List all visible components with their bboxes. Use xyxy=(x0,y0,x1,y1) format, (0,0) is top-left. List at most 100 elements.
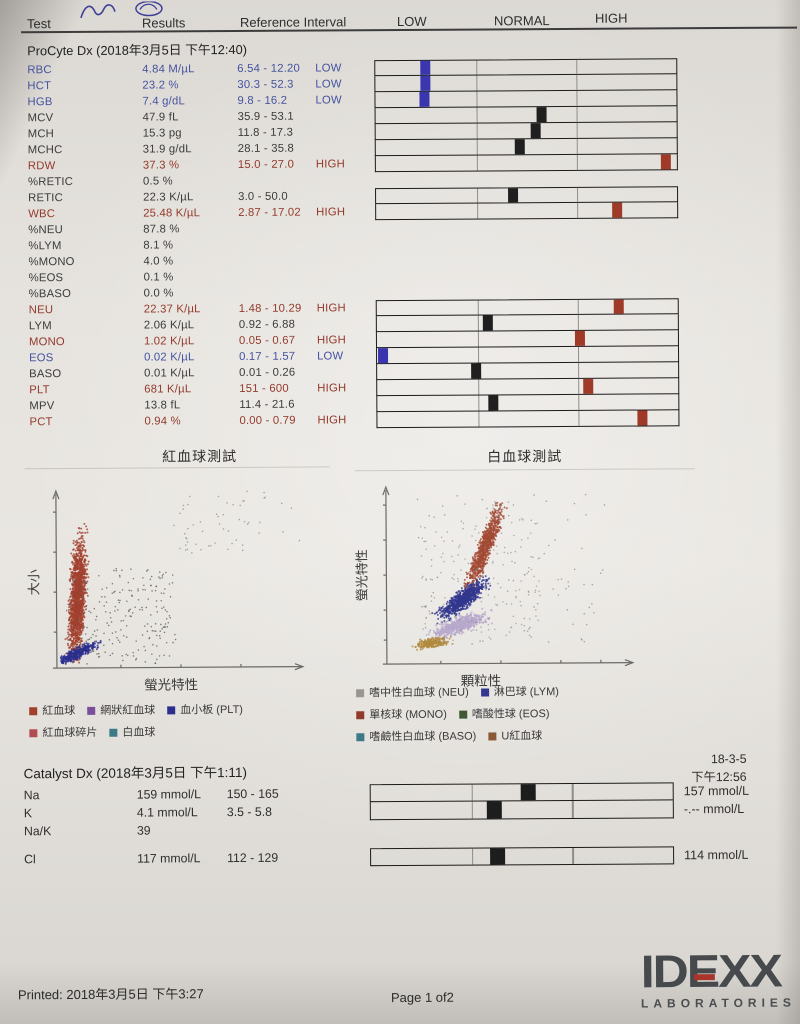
rbc-scatter-points xyxy=(59,490,301,665)
legend-swatch-icon xyxy=(167,706,176,715)
result-value: 4.1 mmol/L xyxy=(136,805,198,820)
range-bar xyxy=(369,800,674,821)
legend-item: U紅血球 xyxy=(488,725,542,747)
range-divider xyxy=(576,59,578,74)
result-marker xyxy=(488,395,499,411)
range-divider xyxy=(577,314,580,330)
range-bar xyxy=(376,362,680,381)
reference-interval: 0.00 - 0.79 xyxy=(239,414,296,427)
reference-interval: 150 - 165 xyxy=(226,786,279,802)
range-divider xyxy=(476,139,478,155)
reference-interval: 0.05 - 0.67 xyxy=(238,334,296,347)
test-name: PLT xyxy=(29,384,50,397)
result-value: 22.3 K/µL xyxy=(143,191,194,204)
range-divider xyxy=(577,346,580,362)
col-header-reference-interval: Reference Interval xyxy=(239,14,347,30)
legend-item: 紅血球碎片 xyxy=(29,722,97,744)
result-marker xyxy=(419,91,430,107)
result-value: 0.01 K/µL xyxy=(144,367,195,380)
flag-label: LOW xyxy=(317,350,344,363)
legend-swatch-icon xyxy=(356,733,365,742)
range-divider xyxy=(471,848,474,865)
result-value: 25.48 K/µL xyxy=(143,207,201,220)
lab-row: Cl 117 mmol/L 112 - 129 114 mmol/L xyxy=(2,846,800,869)
rbc-legend: 紅血球 網狀紅血球 血小板 (PLT) 紅血球碎片 白血球 xyxy=(29,699,255,744)
test-name: MCV xyxy=(27,112,54,125)
legend-swatch-icon xyxy=(458,710,467,719)
flag-label: HIGH xyxy=(317,382,347,395)
range-divider xyxy=(477,395,480,411)
result-value: 4.0 % xyxy=(143,255,174,268)
test-name: MCHC xyxy=(27,144,63,157)
legend-line: 嗜中性白血球 (NEU) 淋巴球 (LYM) xyxy=(356,681,571,704)
test-name: BASO xyxy=(29,368,62,381)
test-name: MPV xyxy=(29,400,55,413)
rbc-scatter-plot: 大小 螢光特性 xyxy=(26,489,305,693)
col-header-test: Test xyxy=(26,16,51,32)
range-divider xyxy=(476,188,479,203)
wbc-axes xyxy=(382,485,635,667)
range-divider xyxy=(475,75,478,91)
range-divider xyxy=(576,106,578,122)
result-value: 0.94 % xyxy=(144,415,181,428)
range-divider xyxy=(577,378,580,394)
test-name: EOS xyxy=(29,352,54,365)
legend-swatch-icon xyxy=(356,711,365,720)
legend-item: 白血球 xyxy=(109,721,155,743)
result-value: 0.5 % xyxy=(142,175,173,188)
range-bar xyxy=(374,154,678,173)
result-marker xyxy=(471,363,482,379)
legend-label: 網狀紅血球 xyxy=(100,704,156,717)
handwriting-ink xyxy=(80,1,163,19)
legend-line: 紅血球 網狀紅血球 血小板 (PLT) xyxy=(29,699,255,722)
flag-label: HIGH xyxy=(315,158,345,171)
printed-timestamp: Printed: 2018年3月5日 下午3:27 xyxy=(17,986,204,1003)
rbc-xlabel: 螢光特性 xyxy=(144,677,198,692)
legend-line: 紅血球碎片 白血球 xyxy=(29,721,255,744)
result-marker xyxy=(378,348,389,364)
range-divider xyxy=(577,299,579,314)
reference-interval: 0.01 - 0.26 xyxy=(239,366,296,379)
result-marker xyxy=(515,139,526,155)
result-value: 4.84 M/µL xyxy=(142,63,195,76)
result-value: 22.37 K/µL xyxy=(143,303,201,316)
range-divider xyxy=(576,90,578,106)
test-name: %RETIC xyxy=(27,175,74,189)
range-bar xyxy=(374,106,678,125)
result-value: 47.9 fL xyxy=(142,111,179,124)
range-divider xyxy=(476,107,478,123)
range-divider xyxy=(476,123,478,139)
range-divider xyxy=(576,122,578,138)
test-name: PCT xyxy=(29,416,53,429)
test-name: %NEU xyxy=(28,224,64,237)
legend-swatch-icon xyxy=(87,706,96,715)
result-marker xyxy=(419,75,431,91)
test-name: HGB xyxy=(27,96,53,109)
range-bar xyxy=(376,410,680,429)
page-number: Page 1 of2 xyxy=(390,989,454,1006)
test-name: LYM xyxy=(28,320,52,333)
wbc-plot-title: 白血球測試 xyxy=(487,448,563,465)
range-bar xyxy=(375,202,679,221)
test-name: HCT xyxy=(27,80,52,93)
flag-label: LOW xyxy=(315,78,342,91)
result-marker xyxy=(530,123,541,139)
range-bar xyxy=(374,74,678,93)
range-divider xyxy=(477,347,480,363)
wbc-scatter-plot: 螢光特性 顆粒性 xyxy=(354,485,635,689)
test-name: Na xyxy=(23,788,40,803)
range-divider xyxy=(576,187,579,202)
wbc-scatter-points xyxy=(411,493,606,651)
result-marker xyxy=(614,299,625,314)
reference-interval: 1.48 - 10.29 xyxy=(238,302,302,315)
range-bar xyxy=(376,378,680,397)
legend-item: 紅血球 xyxy=(29,700,75,722)
result-value: 2.06 K/µL xyxy=(143,319,195,332)
range-bar xyxy=(375,186,679,205)
reference-interval: 11.8 - 17.3 xyxy=(237,126,294,139)
range-bar xyxy=(375,298,679,317)
procyte-results-table: RBC 4.84 M/µL 6.54 - 12.20 LOW HCT 23.2 % 30.3… xyxy=(0,58,799,431)
range-divider xyxy=(576,138,578,154)
legend-item: 血小板 (PLT) xyxy=(167,699,243,721)
